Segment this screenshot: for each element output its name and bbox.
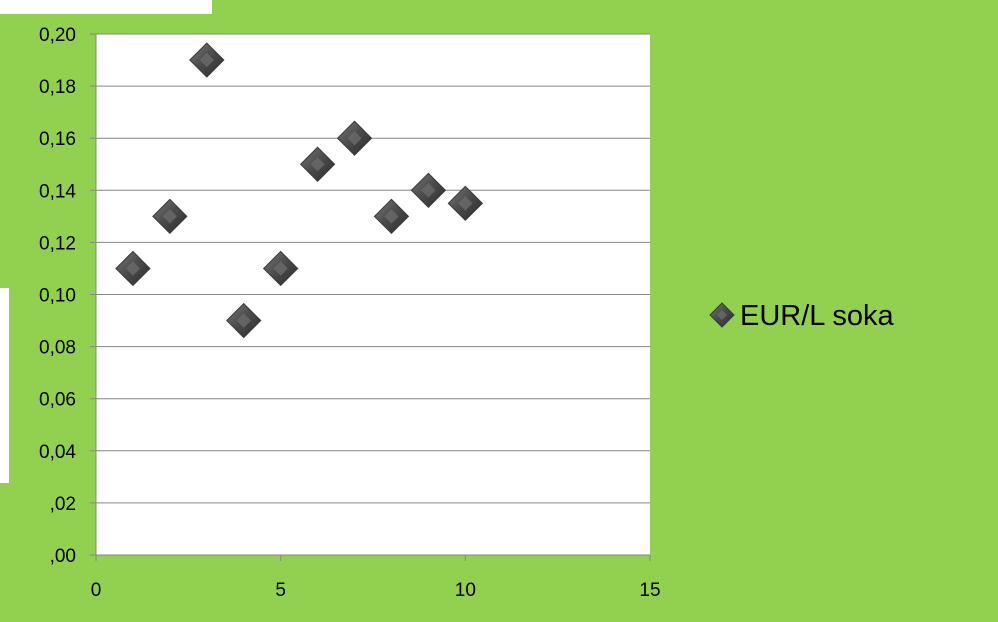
data-point (226, 302, 262, 339)
legend-marker-icon (709, 302, 735, 328)
data-point (152, 198, 188, 235)
y-tick-label: 0,06 (39, 390, 76, 411)
legend: EUR/L soka (709, 300, 895, 332)
data-point (447, 185, 484, 222)
y-tick-label: 0,08 (39, 338, 76, 359)
y-tick-label: 0,12 (39, 233, 76, 254)
y-tick-label: 0,14 (39, 181, 76, 202)
tick-labels: ,00 ,02 0,04 0,06 0,08 0,10 0,12 0,14 0,16 0,18 0,… (39, 25, 661, 601)
axes (90, 33, 651, 561)
data-points (115, 42, 484, 339)
x-tick-label: 5 (275, 580, 286, 601)
x-tick-label: 15 (639, 580, 660, 601)
y-tick-label: 0,18 (39, 77, 76, 98)
data-point (299, 146, 336, 182)
y-tick-label: ,00 (50, 546, 76, 567)
data-point (189, 42, 225, 78)
data-point (373, 198, 410, 235)
legend-label: EUR/L soka (740, 300, 895, 332)
white-edge-patch (0, 288, 9, 483)
y-tick-label: 0,10 (39, 286, 76, 307)
y-tick-label: 0,04 (39, 442, 76, 463)
data-point (336, 120, 373, 156)
y-tick-label: ,02 (50, 494, 76, 515)
data-point (262, 250, 299, 287)
y-tick-label: 0,16 (39, 129, 76, 150)
data-point (115, 250, 151, 287)
white-edge-patch (0, 0, 212, 14)
data-point (410, 172, 447, 209)
gridlines (96, 33, 650, 504)
y-tick-label: 0,20 (39, 25, 76, 46)
x-tick-label: 10 (455, 580, 476, 601)
x-tick-label: 0 (91, 580, 102, 601)
